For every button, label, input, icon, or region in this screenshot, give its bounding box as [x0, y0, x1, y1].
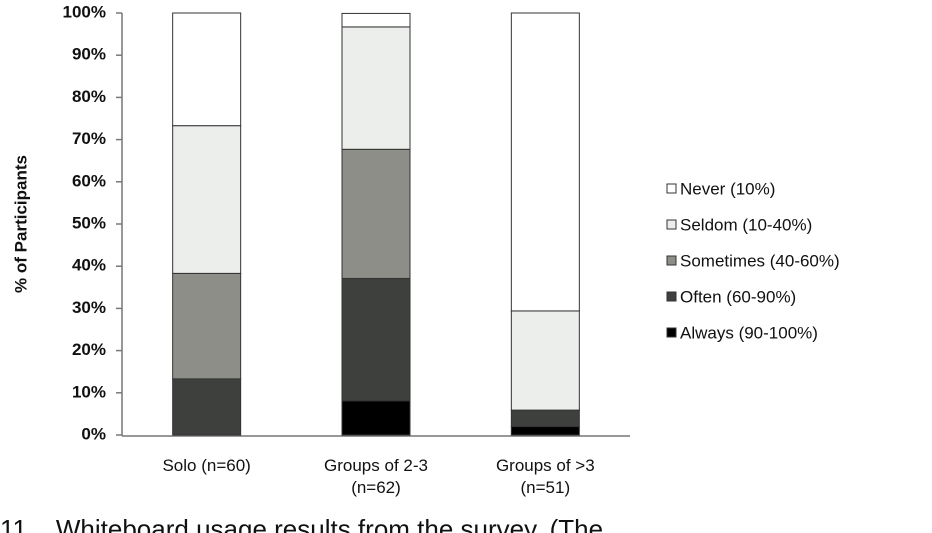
bar-segment	[341, 148, 411, 279]
y-axis-label: % of Participants	[11, 155, 30, 293]
bar-segment	[172, 272, 242, 380]
legend-label: Always (90-100%)	[680, 323, 818, 342]
y-tick-label: 30%	[72, 298, 106, 317]
legend-swatch	[666, 327, 677, 338]
y-tick-label: 50%	[72, 213, 106, 232]
y-tick-label: 80%	[72, 87, 106, 106]
y-tick-label: 90%	[72, 45, 106, 64]
y-tick-label: 0%	[81, 424, 106, 443]
legend-swatch	[666, 255, 677, 266]
bar-segment	[341, 277, 411, 402]
legend-label: Never (10%)	[680, 179, 775, 198]
legend-label: Sometimes (40-60%)	[680, 251, 840, 270]
bar-segment	[172, 125, 242, 274]
legend-swatch	[666, 183, 677, 194]
bar-segment	[172, 12, 242, 127]
legend-swatch	[666, 219, 677, 230]
legend-swatch	[666, 291, 677, 302]
bar-segment	[510, 310, 580, 411]
legend-label: Seldom (10-40%)	[680, 215, 812, 234]
y-tick-label: 100%	[63, 2, 106, 21]
y-tick-label: 60%	[72, 171, 106, 190]
bar-segment	[341, 12, 411, 28]
y-tick-label: 70%	[72, 129, 106, 148]
y-tick-label: 20%	[72, 340, 106, 359]
y-tick-label: 40%	[72, 256, 106, 275]
bar-segment	[172, 378, 242, 436]
bar-segment	[510, 12, 580, 312]
x-tick-label: Groups of >3 (n=51)	[495, 456, 595, 497]
bar-segment	[510, 409, 580, 428]
bar-segment	[341, 400, 411, 436]
bar-segment	[341, 26, 411, 150]
legend-label: Often (60-90%)	[680, 287, 796, 306]
x-tick-label: Groups of 2-3 (n=62)	[324, 456, 428, 497]
caption: 11. Whiteboard usage results from the su…	[0, 514, 604, 533]
bar-segment	[510, 426, 580, 436]
x-tick-label: Solo (n=60)	[162, 456, 251, 475]
y-tick-label: 10%	[72, 382, 106, 401]
